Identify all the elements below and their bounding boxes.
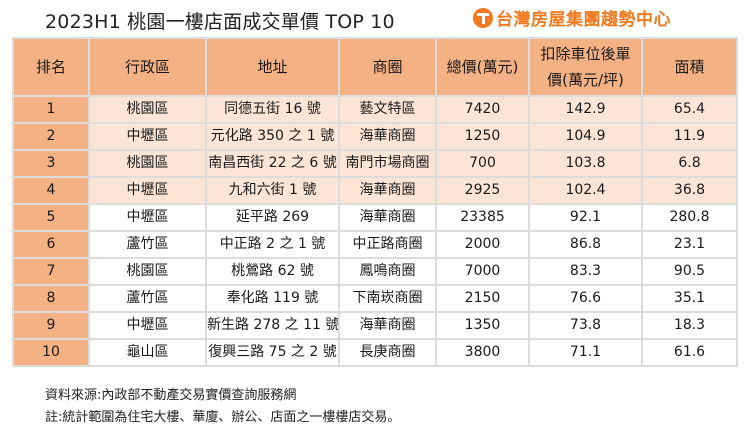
unit-price-cell: 76.6 xyxy=(528,284,643,313)
business-area-cell: 海華商圈 xyxy=(338,203,437,232)
rank-cell: 7 xyxy=(12,257,90,286)
total-price-cell: 2000 xyxy=(435,230,530,259)
address-cell: 九和六街 1 號 xyxy=(205,176,340,205)
total-price-cell: 1250 xyxy=(435,122,530,151)
header-business-area: 商圈 xyxy=(338,37,437,97)
unit-price-cell: 83.3 xyxy=(528,257,643,286)
district-cell: 中壢區 xyxy=(88,122,207,151)
district-cell: 中壢區 xyxy=(88,311,207,340)
unit-price-cell: 73.8 xyxy=(528,311,643,340)
total-price-cell: 23385 xyxy=(435,203,530,232)
header-address: 地址 xyxy=(205,37,340,97)
address-cell: 中正路 2 之 1 號 xyxy=(205,230,340,259)
business-area-cell: 鳳鳴商圈 xyxy=(338,257,437,286)
business-area-cell: 海華商圈 xyxy=(338,176,437,205)
ranking-table: 排名 行政區 地址 商圈 總價(萬元) 扣除車位後單 價(萬元/坪) 面積 1 桃園… xyxy=(12,37,738,367)
business-area-cell: 海華商圈 xyxy=(338,122,437,151)
page-title: 2023H1 桃園一樓店面成交單價 TOP 10 xyxy=(45,11,395,33)
size-cell: 90.5 xyxy=(641,257,738,286)
header-unit-price-line1: 扣除車位後單 xyxy=(540,45,631,63)
total-price-cell: 2150 xyxy=(435,284,530,313)
brand: 台灣房屋集團趨勢中心 xyxy=(473,5,671,30)
table-row: 8 蘆竹區 奉化路 119 號下南崁商圈 2150 76.6 35.1 xyxy=(12,284,738,313)
address-cell: 新生路 278 之 11 號 xyxy=(205,311,340,340)
brand-name: 台灣房屋集團趨勢中心 xyxy=(496,10,671,30)
rank-cell: 3 xyxy=(12,149,90,178)
address-cell: 桃鶯路 62 號 xyxy=(205,257,340,286)
table-row: 7 桃園區 桃鶯路 62 號鳳鳴商圈 7000 83.3 90.5 xyxy=(12,257,738,286)
taiwan-realty-logo-icon xyxy=(473,7,493,28)
district-cell: 桃園區 xyxy=(88,95,207,124)
business-area-cell: 海華商圈 xyxy=(338,311,437,340)
table-header-row: 排名 行政區 地址 商圈 總價(萬元) 扣除車位後單 價(萬元/坪) 面積 xyxy=(12,37,738,97)
total-price-cell: 1350 xyxy=(435,311,530,340)
header-unit-price-line2: 價(萬元/坪) xyxy=(547,71,624,89)
rank-cell: 1 xyxy=(12,95,90,124)
table-row: 4 中壢區 九和六街 1 號海華商圈 2925 102.4 36.8 xyxy=(12,176,738,205)
size-cell: 11.9 xyxy=(641,122,738,151)
business-area-cell: 長庚商圈 xyxy=(338,338,437,367)
address-cell: 同德五街 16 號 xyxy=(205,95,340,124)
header-size: 面積 xyxy=(641,37,738,97)
size-cell: 65.4 xyxy=(641,95,738,124)
table-row: 5 中壢區 延平路 269 海華商圈 23385 92.1 280.8 xyxy=(12,203,738,232)
size-cell: 61.6 xyxy=(641,338,738,367)
district-cell: 中壢區 xyxy=(88,176,207,205)
notes: 資料來源:內政部不動產交易實價查詢服務網 註:統計範圍為住宅大樓、華廈、辦公、店… xyxy=(45,385,400,429)
business-area-cell: 藝文特區 xyxy=(338,95,437,124)
table-row: 6 蘆竹區 中正路 2 之 1 號中正路商圈 2000 86.8 23.1 xyxy=(12,230,738,259)
size-cell: 36.8 xyxy=(641,176,738,205)
header-unit-price: 扣除車位後單 價(萬元/坪) xyxy=(528,37,643,97)
rank-cell: 4 xyxy=(12,176,90,205)
business-area-cell: 南門市場商圈 xyxy=(338,149,437,178)
address-cell: 南昌西街 22 之 6 號 xyxy=(205,149,340,178)
business-area-cell: 下南崁商圈 xyxy=(338,284,437,313)
total-price-cell: 3800 xyxy=(435,338,530,367)
unit-price-cell: 86.8 xyxy=(528,230,643,259)
unit-price-cell: 71.1 xyxy=(528,338,643,367)
district-cell: 龜山區 xyxy=(88,338,207,367)
source-note: 資料來源:內政部不動產交易實價查詢服務網 xyxy=(45,388,297,403)
district-cell: 中壢區 xyxy=(88,203,207,232)
header-rank: 排名 xyxy=(12,37,90,97)
header-total-price: 總價(萬元) xyxy=(435,37,530,97)
unit-price-cell: 92.1 xyxy=(528,203,643,232)
table-row: 9 中壢區 新生路 278 之 11 號海華商圈 1350 73.8 18.3 xyxy=(12,311,738,340)
remark-note: 註:統計範圍為住宅大樓、華廈、辦公、店面之一樓樓店交易。 xyxy=(45,410,401,425)
total-price-cell: 700 xyxy=(435,149,530,178)
rank-cell: 2 xyxy=(12,122,90,151)
unit-price-cell: 102.4 xyxy=(528,176,643,205)
address-cell: 元化路 350 之 1 號 xyxy=(205,122,340,151)
district-cell: 桃園區 xyxy=(88,257,207,286)
size-cell: 280.8 xyxy=(641,203,738,232)
district-cell: 蘆竹區 xyxy=(88,284,207,313)
table-row: 1 桃園區 同德五街 16 號藝文特區 7420 142.9 65.4 xyxy=(12,95,738,124)
total-price-cell: 2925 xyxy=(435,176,530,205)
district-cell: 桃園區 xyxy=(88,149,207,178)
size-cell: 18.3 xyxy=(641,311,738,340)
header-district: 行政區 xyxy=(88,37,207,97)
unit-price-cell: 103.8 xyxy=(528,149,643,178)
total-price-cell: 7420 xyxy=(435,95,530,124)
business-area-cell: 中正路商圈 xyxy=(338,230,437,259)
district-cell: 蘆竹區 xyxy=(88,230,207,259)
size-cell: 23.1 xyxy=(641,230,738,259)
rank-cell: 9 xyxy=(12,311,90,340)
table-row: 10 龜山區 復興三路 75 之 2 號長庚商圈 3800 71.1 61.6 xyxy=(12,338,738,367)
rank-cell: 8 xyxy=(12,284,90,313)
rank-cell: 5 xyxy=(12,203,90,232)
rank-cell: 10 xyxy=(12,338,90,367)
total-price-cell: 7000 xyxy=(435,257,530,286)
rank-cell: 6 xyxy=(12,230,90,259)
table-row: 3 桃園區 南昌西街 22 之 6 號南門市場商圈 700 103.8 6.8 xyxy=(12,149,738,178)
address-cell: 延平路 269 xyxy=(205,203,340,232)
table-row: 2 中壢區 元化路 350 之 1 號海華商圈 1250 104.9 11.9 xyxy=(12,122,738,151)
unit-price-cell: 142.9 xyxy=(528,95,643,124)
address-cell: 復興三路 75 之 2 號 xyxy=(205,338,340,367)
size-cell: 6.8 xyxy=(641,149,738,178)
size-cell: 35.1 xyxy=(641,284,738,313)
address-cell: 奉化路 119 號 xyxy=(205,284,340,313)
unit-price-cell: 104.9 xyxy=(528,122,643,151)
